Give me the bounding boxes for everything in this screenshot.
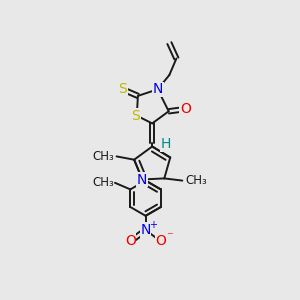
Text: CH₃: CH₃ <box>92 176 114 189</box>
Text: CH₃: CH₃ <box>185 174 207 187</box>
Text: CH₃: CH₃ <box>92 150 114 163</box>
Text: +: + <box>148 220 157 230</box>
Text: N: N <box>152 82 163 96</box>
Text: S: S <box>118 82 127 96</box>
Text: H: H <box>160 137 171 151</box>
Text: O: O <box>156 234 167 248</box>
Text: N: N <box>140 223 151 237</box>
Text: ⁻: ⁻ <box>167 230 173 243</box>
Text: S: S <box>131 109 140 123</box>
Text: O: O <box>125 234 136 248</box>
Text: N: N <box>137 172 148 187</box>
Text: O: O <box>180 102 190 116</box>
